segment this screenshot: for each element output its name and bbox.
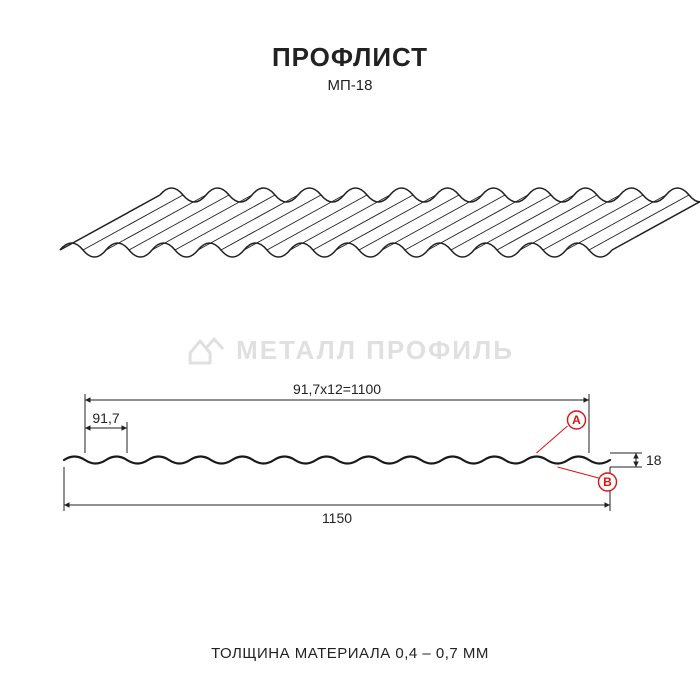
marker-a-leader <box>537 426 568 453</box>
perspective-view <box>60 188 700 257</box>
persp-rib <box>152 195 252 250</box>
persp-rib <box>589 195 689 250</box>
persp-rib <box>198 195 298 250</box>
persp-rib <box>382 195 482 250</box>
persp-rib <box>106 195 206 250</box>
diagram-svg: 91,7x12=1100 91,7 1150 18 A B <box>0 0 700 700</box>
dim-height-label: 18 <box>646 452 662 468</box>
persp-rib <box>359 195 459 250</box>
persp-rib <box>612 195 700 250</box>
marker-b-leader <box>558 467 599 478</box>
dim-bottom-overall-label: 1150 <box>322 510 352 526</box>
persp-rib <box>290 195 390 250</box>
persp-right-edge <box>612 195 700 250</box>
persp-rib <box>497 195 597 250</box>
marker-b-label: B <box>603 475 612 489</box>
persp-rib <box>428 195 528 250</box>
persp-rib <box>267 195 367 250</box>
persp-rib <box>221 195 321 250</box>
persp-rib <box>451 195 551 250</box>
persp-rib <box>474 195 574 250</box>
footer-note: ТОЛЩИНА МАТЕРИАЛА 0,4 – 0,7 ММ <box>0 645 700 662</box>
persp-rib <box>313 195 413 250</box>
marker-a-label: A <box>572 413 581 427</box>
section-view: 91,7x12=1100 91,7 1150 18 A B <box>64 381 662 526</box>
dim-top-overall-label: 91,7x12=1100 <box>293 381 381 397</box>
persp-back-edge <box>160 188 700 202</box>
persp-rib <box>566 195 666 250</box>
persp-rib <box>244 195 344 250</box>
persp-rib <box>405 195 505 250</box>
page: ПРОФЛИСТ МП-18 МЕТАЛЛ ПРОФИЛЬ 91,7x12=11… <box>0 0 700 700</box>
persp-rib <box>175 195 275 250</box>
dim-pitch-label: 91,7 <box>92 410 119 426</box>
persp-rib <box>336 195 436 250</box>
persp-left-edge <box>60 195 160 250</box>
persp-rib <box>520 195 620 250</box>
section-profile <box>64 457 610 464</box>
persp-rib <box>83 195 183 250</box>
